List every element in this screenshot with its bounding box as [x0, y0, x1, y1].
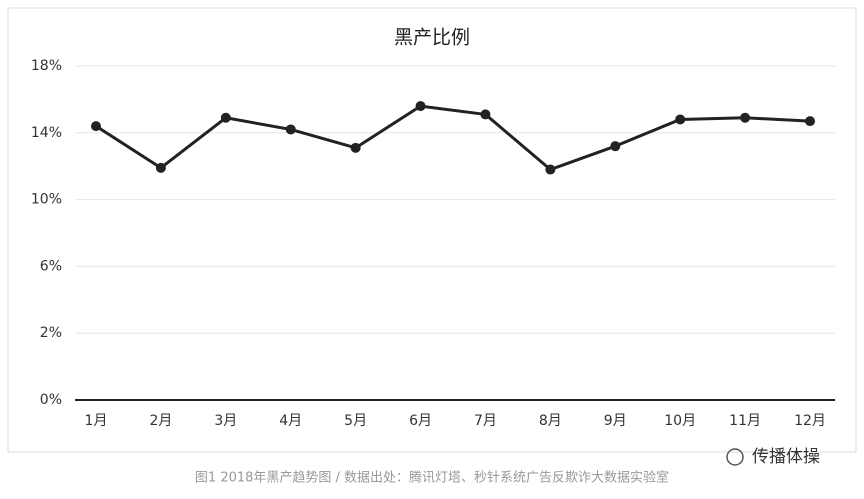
point: [675, 114, 686, 125]
x-tick-label: 12月: [794, 413, 826, 429]
point: [415, 101, 426, 112]
x-tick-label: 2月: [149, 413, 172, 429]
x-tick-label: 8月: [539, 413, 562, 429]
point: [805, 116, 815, 127]
x-tick-label: 9月: [604, 413, 627, 429]
point: [285, 124, 296, 135]
point: [155, 162, 166, 173]
y-tick-label: 0%: [40, 392, 62, 408]
caption: 图1 2018年黑产趋势图 / 数据出处：腾讯灯塔、秒针系统广告反欺诈大数据实验…: [195, 470, 669, 486]
watermark-icon: [726, 448, 744, 466]
point: [350, 142, 361, 153]
y-tick-label: 6%: [40, 258, 62, 274]
x-tick-label: 4月: [279, 413, 302, 429]
point: [480, 109, 491, 120]
x-tick-label: 11月: [729, 413, 761, 429]
chart-title: 黑产比例: [394, 27, 470, 49]
point: [91, 121, 101, 132]
point: [545, 164, 556, 175]
watermark: 传播体操: [752, 447, 820, 467]
x-tick-label: 3月: [214, 413, 237, 429]
y-tick-label: 18%: [31, 58, 62, 74]
x-tick-label: 5月: [344, 413, 367, 429]
line: [95, 104, 811, 172]
point: [740, 112, 751, 123]
y-tick-label: 10%: [31, 192, 62, 208]
y-tick-label: 2%: [40, 325, 62, 341]
y-tick-label: 14%: [31, 125, 62, 141]
point: [220, 112, 231, 123]
x-tick-label: 7月: [474, 413, 497, 429]
x-tick-label: 6月: [409, 413, 432, 429]
x-tick-label: 1月: [85, 413, 108, 429]
point: [610, 141, 621, 152]
chart-frame: [7, 7, 857, 453]
x-tick-label: 10月: [664, 413, 696, 429]
